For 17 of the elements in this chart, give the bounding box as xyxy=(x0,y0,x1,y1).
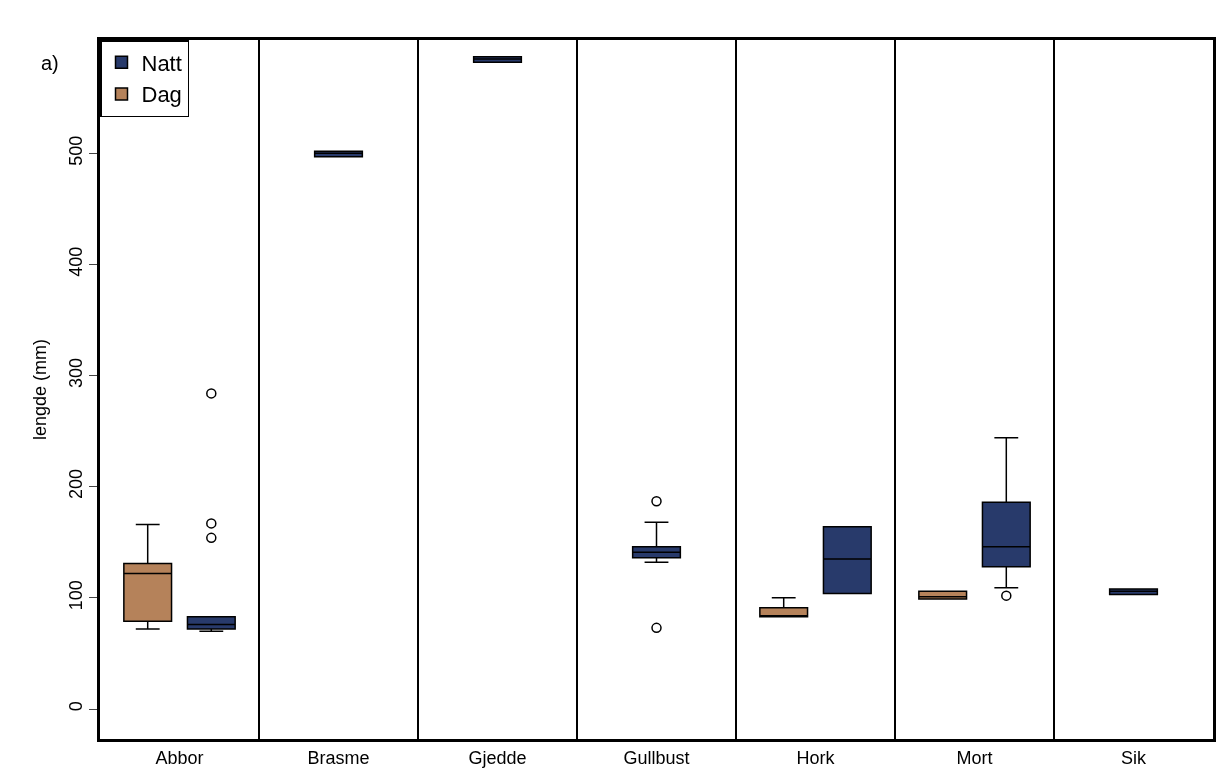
x-tick-label: Gjedde xyxy=(468,747,527,768)
x-tick-label: Brasme xyxy=(307,747,370,768)
y-tick-label: 400 xyxy=(65,246,86,277)
y-tick-label: 0 xyxy=(65,701,86,712)
y-tick-label: 200 xyxy=(65,469,86,500)
x-tick-label: Abbor xyxy=(155,747,204,768)
legend-label: Dag xyxy=(141,82,182,108)
x-tick-label: Gullbust xyxy=(623,747,690,768)
text: a) xyxy=(41,52,59,74)
x-tick-label: Mort xyxy=(956,747,993,768)
y-tick-label: 300 xyxy=(65,357,86,388)
x-tick-label: Sik xyxy=(1120,747,1147,768)
x-tick-label: Hork xyxy=(796,747,836,768)
y-axis-title: lengde (mm) xyxy=(30,338,50,441)
y-tick-label: 500 xyxy=(65,135,86,166)
legend-label: Natt xyxy=(141,50,182,76)
y-tick-label: 100 xyxy=(65,580,86,611)
